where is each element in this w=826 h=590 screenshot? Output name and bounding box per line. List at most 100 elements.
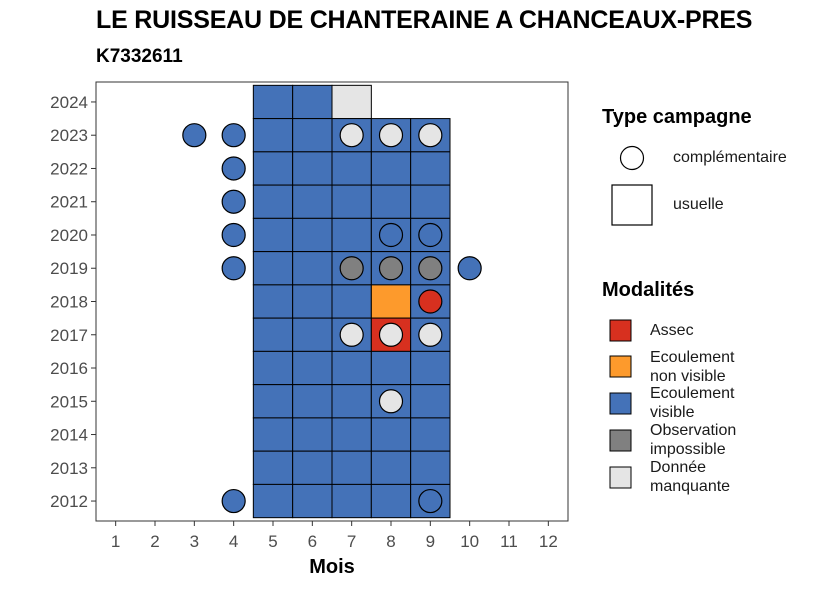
- complementaire-point-2023-8-donnee-manquante: [378, 123, 404, 148]
- usuelle-cell-2020-5-ecoulement-visible: [252, 217, 294, 253]
- usuelle-cell-2017-6-ecoulement-visible: [292, 317, 333, 352]
- usuelle-cell-2013-7-ecoulement-visible: [331, 450, 372, 485]
- usuelle-cell-2023-5-ecoulement-visible: [252, 118, 294, 153]
- x-tick-label-8: 8: [386, 532, 395, 551]
- legend-label-ecoulement-visible: Ecoulement visible: [650, 385, 735, 421]
- usuelle-cell-2021-9-ecoulement-visible: [410, 184, 451, 219]
- usuelle-cell-2014-8-ecoulement-visible: [370, 417, 412, 452]
- usuelle-cell-2013-9-ecoulement-visible: [410, 450, 451, 485]
- usuelle-cell-2022-5-ecoulement-visible: [252, 151, 294, 186]
- complementaire-point-2022-4-ecoulement-visible: [221, 156, 246, 181]
- usuelle-cell-2016-7-ecoulement-visible: [331, 350, 372, 386]
- usuelle-cell-2017-5-ecoulement-visible: [252, 317, 294, 352]
- usuelle-cell-2013-6-ecoulement-visible: [292, 450, 333, 485]
- usuelle-cell-2014-5-ecoulement-visible: [252, 417, 294, 452]
- usuelle-cell-2021-6-ecoulement-visible: [292, 184, 333, 219]
- complementaire-point-2023-4-ecoulement-visible: [221, 123, 246, 148]
- y-tick-label-2017: 2017: [50, 326, 88, 345]
- usuelle-cell-2018-6-ecoulement-visible: [292, 284, 333, 319]
- usuelle-cell-2020-6-ecoulement-visible: [292, 217, 333, 253]
- complementaire-point-2012-9-ecoulement-visible: [418, 488, 443, 514]
- usuelle-cell-2015-5-ecoulement-visible: [252, 384, 294, 419]
- y-tick-label-2022: 2022: [50, 159, 88, 178]
- usuelle-cell-2015-7-ecoulement-visible: [331, 384, 372, 419]
- complementaire-point-2019-10-ecoulement-visible: [457, 256, 482, 281]
- complementaire-point-2019-7-observation-impossible: [339, 256, 364, 281]
- usuelle-cell-2014-9-ecoulement-visible: [410, 417, 451, 452]
- x-tick-label-10: 10: [460, 532, 479, 551]
- chart-title: LE RUISSEAU DE CHANTERAINE A CHANCEAUX-P…: [96, 6, 753, 34]
- y-tick-label-2014: 2014: [50, 426, 88, 445]
- y-tick-label-2019: 2019: [50, 259, 88, 278]
- complementaire-point-2015-8-donnee-manquante: [378, 389, 404, 414]
- y-tick-label-2024: 2024: [50, 93, 88, 112]
- usuelle-cell-2016-9-ecoulement-visible: [410, 350, 451, 386]
- usuelle-cell-2014-6-ecoulement-visible: [292, 417, 333, 452]
- x-tick-label-2: 2: [150, 532, 159, 551]
- legend-label-complementaire: complémentaire: [673, 149, 787, 166]
- x-tick-label-9: 9: [426, 532, 435, 551]
- usuelle-cell-2016-6-ecoulement-visible: [292, 350, 333, 386]
- usuelle-cell-2019-5-ecoulement-visible: [252, 251, 294, 286]
- legend-key-ecoulement-visible: [609, 392, 632, 415]
- usuelle-cell-2013-8-ecoulement-visible: [370, 450, 412, 485]
- legend-label-usuelle: usuelle: [673, 196, 724, 213]
- usuelle-cell-2018-7-ecoulement-visible: [331, 284, 372, 319]
- usuelle-cell-2022-8-ecoulement-visible: [370, 151, 412, 186]
- usuelle-cell-2019-6-ecoulement-visible: [292, 251, 333, 286]
- legend-modalites-title: Modalités: [602, 279, 695, 301]
- legend-label-donnee-manquante: Donnée manquante: [650, 459, 731, 495]
- complementaire-point-2017-7-donnee-manquante: [339, 322, 364, 347]
- complementaire-point-2020-8-ecoulement-visible: [378, 222, 404, 248]
- y-tick-label-2016: 2016: [50, 359, 88, 378]
- y-tick-label-2018: 2018: [50, 293, 88, 312]
- usuelle-cell-2015-6-ecoulement-visible: [292, 384, 333, 419]
- x-tick-label-11: 11: [500, 532, 518, 551]
- usuelle-cell-2018-8-ecoulement-non-visible: [370, 284, 412, 319]
- usuelle-cell-2024-6-ecoulement-visible: [292, 84, 333, 120]
- usuelle-cell-2015-9-ecoulement-visible: [410, 384, 451, 419]
- legend-key-assec: [609, 319, 632, 342]
- legend-key-donnee-manquante: [609, 466, 632, 489]
- complementaire-point-2020-9-ecoulement-visible: [418, 222, 443, 248]
- usuelle-cell-2018-5-ecoulement-visible: [252, 284, 294, 319]
- complementaire-point-2012-4-ecoulement-visible: [221, 488, 246, 514]
- complementaire-point-2017-9-donnee-manquante: [418, 322, 443, 347]
- usuelle-cell-2020-7-ecoulement-visible: [331, 217, 372, 253]
- usuelle-cell-2014-7-ecoulement-visible: [331, 417, 372, 452]
- legend-keys: [609, 145, 653, 489]
- x-tick-label-1: 1: [111, 532, 120, 551]
- complementaire-point-2019-4-ecoulement-visible: [221, 256, 246, 281]
- x-tick-label-5: 5: [268, 532, 277, 551]
- legend-label-assec: Assec: [650, 322, 694, 339]
- y-tick-label-2013: 2013: [50, 459, 88, 478]
- x-tick-label-4: 4: [229, 532, 238, 551]
- usuelle-cell-2012-6-ecoulement-visible: [292, 483, 333, 519]
- complementaire-point-2023-3-ecoulement-visible: [182, 123, 207, 148]
- usuelle-cell-2024-5-ecoulement-visible: [252, 84, 294, 120]
- legend-key-complementaire: [619, 145, 645, 171]
- usuelle-cell-2013-5-ecoulement-visible: [252, 450, 294, 485]
- usuelle-cell-2024-7-donnee-manquante: [331, 84, 372, 120]
- legend-label-ecoulement-non-visible: Ecoulement non visible: [650, 349, 735, 385]
- complementaire-point-2023-7-donnee-manquante: [339, 123, 364, 148]
- usuelle-cell-2022-9-ecoulement-visible: [410, 151, 451, 186]
- legend-label-observation-impossible: Observation impossible: [650, 422, 737, 458]
- complementaire-point-2021-4-ecoulement-visible: [221, 189, 246, 214]
- complementaire-point-2019-8-observation-impossible: [378, 256, 404, 281]
- usuelle-cell-2022-6-ecoulement-visible: [292, 151, 333, 186]
- chart-subtitle: K7332611: [96, 46, 183, 67]
- y-tick-label-2021: 2021: [50, 193, 88, 212]
- y-tick-label-2020: 2020: [50, 226, 88, 245]
- usuelle-cell-2021-7-ecoulement-visible: [331, 184, 372, 219]
- complementaire-point-2017-8-donnee-manquante: [378, 322, 404, 347]
- complementaire-points: [182, 123, 482, 514]
- x-tick-label-6: 6: [308, 532, 317, 551]
- x-tick-label-12: 12: [539, 532, 558, 551]
- usuelle-cell-2022-7-ecoulement-visible: [331, 151, 372, 186]
- usuelle-cell-2023-6-ecoulement-visible: [292, 118, 333, 153]
- complementaire-point-2020-4-ecoulement-visible: [221, 222, 246, 248]
- x-axis-label: Mois: [309, 556, 355, 578]
- usuelle-cell-2016-8-ecoulement-visible: [370, 350, 412, 386]
